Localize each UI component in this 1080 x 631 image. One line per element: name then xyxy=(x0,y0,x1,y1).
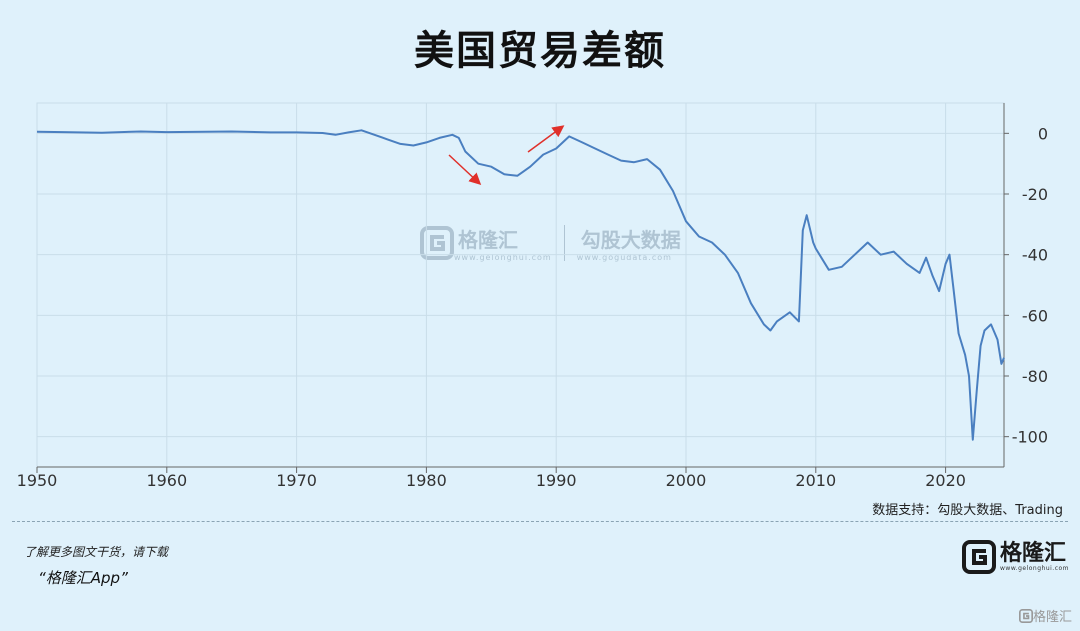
brand-logo[interactable]: 格隆汇 www.gelonghui.com xyxy=(962,540,1069,574)
plot-frame xyxy=(36,102,1005,468)
corner-mark-text: 格隆汇 xyxy=(1032,610,1072,625)
watermark-brand-2: 勾股大数据 xyxy=(580,228,681,252)
chart-grid xyxy=(36,102,1005,468)
chart-series xyxy=(36,129,1005,441)
footer-divider xyxy=(12,521,1068,522)
y-tick-label: 0 xyxy=(1038,124,1048,143)
gelonghui-logo-icon xyxy=(420,226,454,260)
series-line xyxy=(36,129,1005,441)
logo-name: 格隆汇 xyxy=(1000,540,1067,566)
x-tick-label: 2020 xyxy=(925,471,966,490)
promo-text: 了解更多图文干货，请下载 xyxy=(24,545,169,559)
arrow-up-annotation xyxy=(527,125,565,153)
watermark: 格隆汇 www.gelonghui.com 勾股大数据 www.gogudata… xyxy=(420,224,681,262)
x-axis-ticks: 1950 1960 1970 1980 1990 2000 2010 2020 xyxy=(17,466,1004,490)
gelonghui-logo-icon xyxy=(962,540,996,574)
data-source-label: 数据支持：勾股大数据、Trading xyxy=(872,503,1063,518)
watermark-url-1: www.gelonghui.com xyxy=(454,253,552,262)
corner-watermark: 格隆汇 xyxy=(1018,606,1072,625)
watermark-url-2: www.gogudata.com xyxy=(576,253,672,262)
x-tick-label: 2000 xyxy=(666,471,707,490)
y-tick-label: -80 xyxy=(1022,367,1048,386)
promo-app-name: “格隆汇App” xyxy=(38,569,128,587)
y-axis-ticks: 0 -20 -40 -60 -80 -100 xyxy=(1003,103,1048,467)
y-tick-label: -40 xyxy=(1022,246,1048,265)
chart-title: 美国贸易差额 xyxy=(414,28,666,74)
logo-url: www.gelonghui.com xyxy=(1000,564,1070,572)
x-tick-label: 1990 xyxy=(536,471,577,490)
watermark-brand-1: 格隆汇 xyxy=(458,228,518,252)
arrow-down-annotation xyxy=(448,154,482,186)
x-tick-label: 1950 xyxy=(17,471,58,490)
y-tick-label: -20 xyxy=(1022,185,1048,204)
corner-logo-icon xyxy=(1018,608,1033,623)
watermark-separator xyxy=(563,225,565,261)
y-tick-label: -100 xyxy=(1012,428,1048,447)
y-tick-label: -60 xyxy=(1022,306,1048,325)
trade-balance-chart: 1950 1960 1970 1980 1990 2000 2010 2020 0 -20 -40… xyxy=(17,102,1048,490)
x-tick-label: 1970 xyxy=(276,471,317,490)
x-tick-label: 1960 xyxy=(146,471,187,490)
x-tick-label: 2010 xyxy=(795,471,836,490)
annotation-arrows xyxy=(448,125,565,186)
x-tick-label: 1980 xyxy=(406,471,447,490)
